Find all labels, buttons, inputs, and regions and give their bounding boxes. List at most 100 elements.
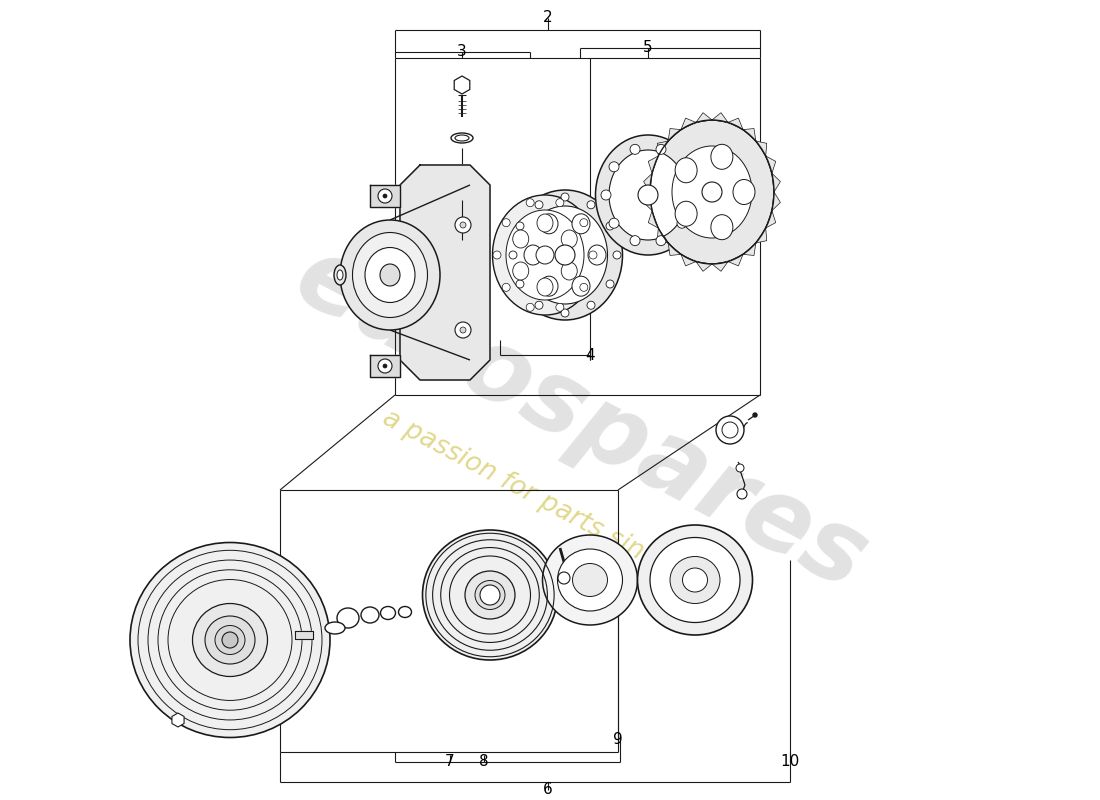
Ellipse shape xyxy=(361,607,379,623)
Polygon shape xyxy=(454,76,470,94)
Polygon shape xyxy=(742,129,756,141)
Ellipse shape xyxy=(561,262,578,280)
Ellipse shape xyxy=(381,606,396,619)
Ellipse shape xyxy=(675,202,697,226)
Ellipse shape xyxy=(561,230,578,248)
Circle shape xyxy=(460,327,466,333)
Ellipse shape xyxy=(675,158,697,182)
Circle shape xyxy=(383,194,387,198)
Ellipse shape xyxy=(507,190,623,320)
Circle shape xyxy=(535,201,543,209)
Polygon shape xyxy=(712,113,728,122)
Ellipse shape xyxy=(537,214,553,232)
Ellipse shape xyxy=(214,626,245,654)
Ellipse shape xyxy=(650,120,774,264)
Ellipse shape xyxy=(422,530,558,660)
Text: 3: 3 xyxy=(458,45,466,59)
Polygon shape xyxy=(172,713,184,727)
Circle shape xyxy=(685,190,695,200)
Ellipse shape xyxy=(650,538,740,622)
Polygon shape xyxy=(766,210,775,228)
Ellipse shape xyxy=(558,549,623,611)
Circle shape xyxy=(656,144,666,154)
Circle shape xyxy=(493,251,500,259)
Text: 2: 2 xyxy=(543,10,553,26)
Circle shape xyxy=(638,185,658,205)
Ellipse shape xyxy=(682,568,707,592)
Circle shape xyxy=(503,283,510,291)
Circle shape xyxy=(503,218,510,226)
Ellipse shape xyxy=(475,581,505,610)
Ellipse shape xyxy=(733,179,755,205)
Circle shape xyxy=(516,222,524,230)
Ellipse shape xyxy=(588,245,606,265)
Ellipse shape xyxy=(522,206,607,304)
Circle shape xyxy=(222,632,238,648)
Circle shape xyxy=(378,189,392,203)
Circle shape xyxy=(754,413,757,417)
Polygon shape xyxy=(766,156,775,174)
Polygon shape xyxy=(658,141,668,156)
Ellipse shape xyxy=(540,276,558,296)
Circle shape xyxy=(606,222,614,230)
Polygon shape xyxy=(772,174,780,192)
Ellipse shape xyxy=(506,210,584,300)
Polygon shape xyxy=(644,174,652,192)
Polygon shape xyxy=(728,118,743,130)
Text: 6: 6 xyxy=(543,782,553,798)
Circle shape xyxy=(587,201,595,209)
Circle shape xyxy=(526,303,535,311)
Ellipse shape xyxy=(365,247,415,302)
Polygon shape xyxy=(742,243,756,255)
Polygon shape xyxy=(728,254,743,266)
Polygon shape xyxy=(370,355,400,377)
Polygon shape xyxy=(648,210,658,228)
Polygon shape xyxy=(681,118,696,130)
Circle shape xyxy=(630,144,640,154)
Circle shape xyxy=(561,309,569,317)
Circle shape xyxy=(716,416,744,444)
Circle shape xyxy=(558,572,570,584)
Circle shape xyxy=(536,246,554,264)
Text: 10: 10 xyxy=(780,754,800,770)
Text: 8: 8 xyxy=(480,754,488,770)
Circle shape xyxy=(656,236,666,246)
Ellipse shape xyxy=(572,563,607,597)
Polygon shape xyxy=(370,185,400,207)
Ellipse shape xyxy=(672,146,752,238)
Ellipse shape xyxy=(537,278,553,296)
Ellipse shape xyxy=(379,264,400,286)
Polygon shape xyxy=(756,141,767,156)
Ellipse shape xyxy=(638,525,752,635)
Ellipse shape xyxy=(711,214,733,240)
Ellipse shape xyxy=(337,270,343,280)
Circle shape xyxy=(722,422,738,438)
Ellipse shape xyxy=(398,606,411,618)
Ellipse shape xyxy=(192,603,267,677)
Text: 9: 9 xyxy=(613,733,623,747)
Ellipse shape xyxy=(513,262,529,280)
Circle shape xyxy=(556,198,564,206)
Ellipse shape xyxy=(595,135,701,255)
Circle shape xyxy=(587,302,595,310)
Circle shape xyxy=(480,585,501,605)
Circle shape xyxy=(455,322,471,338)
Circle shape xyxy=(609,218,619,228)
Circle shape xyxy=(613,251,621,259)
Circle shape xyxy=(509,251,517,259)
Circle shape xyxy=(535,302,543,310)
Ellipse shape xyxy=(513,230,529,248)
Polygon shape xyxy=(644,192,652,210)
Text: 5: 5 xyxy=(644,41,652,55)
Ellipse shape xyxy=(205,616,255,664)
Circle shape xyxy=(580,218,587,226)
Ellipse shape xyxy=(465,571,515,619)
Ellipse shape xyxy=(542,535,638,625)
Circle shape xyxy=(455,217,471,233)
Polygon shape xyxy=(756,228,767,243)
Polygon shape xyxy=(681,254,696,266)
Circle shape xyxy=(630,236,640,246)
Circle shape xyxy=(556,245,575,265)
Ellipse shape xyxy=(524,245,542,265)
Circle shape xyxy=(383,364,387,368)
